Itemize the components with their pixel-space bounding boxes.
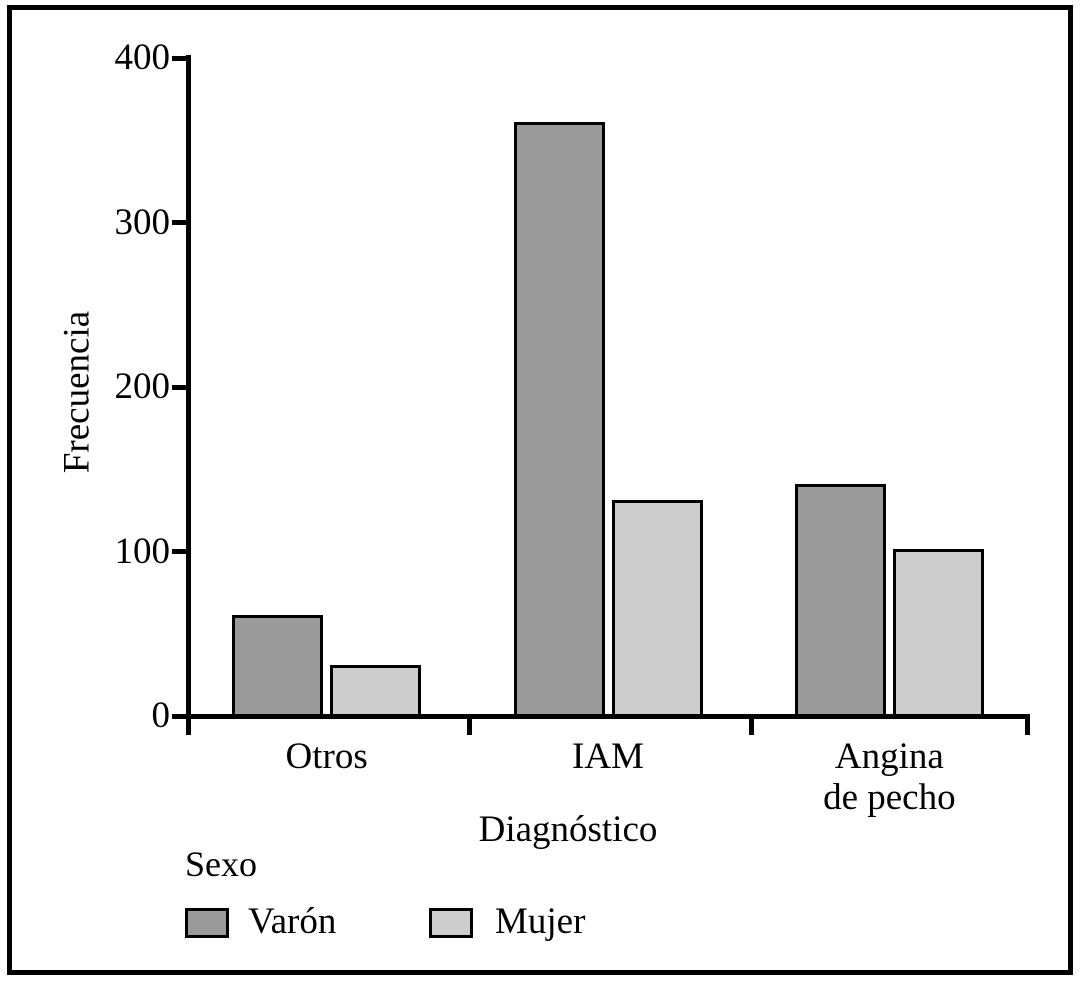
x-tick-0	[186, 714, 191, 735]
y-tick-0	[172, 713, 186, 719]
y-tick-label-100: 100	[114, 530, 171, 572]
y-axis-line	[186, 55, 191, 734]
bar-mujer-iam	[611, 500, 703, 714]
category-label-iam: IAM	[572, 736, 644, 777]
y-tick-label-400: 400	[114, 37, 171, 78]
bar-varon-angina-de-pecho	[794, 484, 886, 714]
legend-swatch-mujer	[429, 908, 473, 938]
x-tick-2	[748, 714, 754, 735]
x-axis-line	[186, 714, 1030, 719]
legend-label-mujer: Mujer	[495, 901, 586, 942]
x-tick-3	[1025, 714, 1030, 735]
y-tick-label-0: 0	[151, 695, 171, 736]
y-tick-label-300: 300	[114, 201, 171, 243]
x-tick-1	[467, 714, 473, 735]
y-tick-400	[172, 55, 186, 61]
legend-swatch-varon	[185, 908, 229, 938]
bar-mujer-angina-de-pecho	[892, 549, 984, 714]
bar-varon-iam	[513, 122, 605, 714]
bar-mujer-otros	[330, 665, 422, 714]
x-axis-title: Diagnóstico	[478, 809, 658, 850]
y-tick-label-200: 200	[114, 366, 171, 407]
y-tick-100	[172, 549, 186, 554]
legend-label-varon: Varón	[248, 901, 337, 942]
category-label-angina-de-pecho: Angina de pecho	[823, 736, 956, 818]
legend-title: Sexo	[185, 844, 257, 884]
y-tick-300	[172, 220, 186, 225]
y-tick-200	[172, 384, 186, 390]
bar-varon-otros	[232, 615, 324, 714]
category-label-otros: Otros	[285, 736, 368, 777]
